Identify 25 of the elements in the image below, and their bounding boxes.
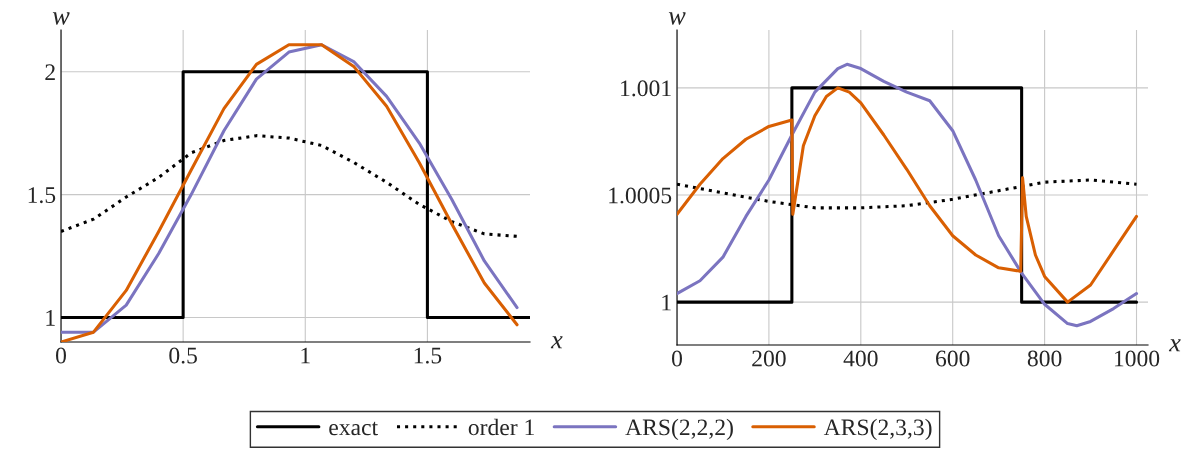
x-axis-title: x <box>1168 339 1181 352</box>
x-tick-label: 0.5 <box>169 347 197 364</box>
x-axis-title: x <box>550 336 563 349</box>
x-tick-label: 600 <box>936 350 970 367</box>
x-tick-label: 800 <box>1027 350 1062 367</box>
y-tick-label: 2 <box>45 64 55 80</box>
y-axis-title: w <box>52 12 70 25</box>
line-series <box>677 62 1139 328</box>
legend-label: ARS(2,2,2) <box>625 418 733 441</box>
x-tick-label: 200 <box>752 350 786 367</box>
legend-label: exact <box>329 421 378 436</box>
y-tick-label: 1.001 <box>621 80 671 97</box>
x-tick-label: 1 <box>301 347 310 364</box>
x-tick-label: 1000 <box>1114 350 1160 367</box>
y-tick-label: 1.5 <box>28 187 56 204</box>
y-tick-label: 1 <box>46 310 55 326</box>
x-tick-label: 400 <box>843 350 878 367</box>
legend-label: order 1 <box>468 418 534 436</box>
legend-label: ARS(2,3,3) <box>823 418 932 441</box>
y-axis-title: w <box>668 12 686 25</box>
y-tick-label: 1 <box>662 294 671 311</box>
x-tick-label: 1.5 <box>414 347 442 364</box>
x-tick-label: 0 <box>56 347 66 364</box>
x-tick-label: 0 <box>672 350 682 367</box>
y-tick-label: 1.0005 <box>609 187 672 204</box>
